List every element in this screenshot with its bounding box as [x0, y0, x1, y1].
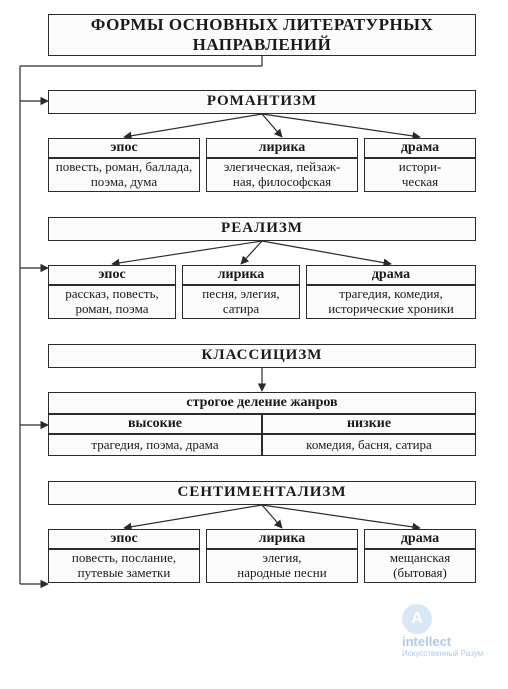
genre-header-sen-epos: эпос: [48, 529, 200, 549]
genre-body-rom-epos: повесть, роман, баллада, поэма, дума: [48, 158, 200, 192]
genre-header-rom-drama: драма: [364, 138, 476, 158]
section-heading-realizm: РЕАЛИЗМ: [48, 217, 476, 241]
genre-body-rea-lirika: песня, элегия, сатира: [182, 285, 300, 319]
split-body-kla-nizkie: комедия, басня, сатира: [262, 434, 476, 456]
genre-body-sen-drama: мещанская (бытовая): [364, 549, 476, 583]
split-body-kla-vysokie: трагедия, поэма, драма: [48, 434, 262, 456]
split-header-kla-nizkie: низкие: [262, 414, 476, 434]
genre-body-rom-drama: истори- ческая: [364, 158, 476, 192]
genre-header-sen-drama: драма: [364, 529, 476, 549]
genre-body-sen-epos: повесть, послание, путевые заметки: [48, 549, 200, 583]
genre-header-rom-lirika: лирика: [206, 138, 358, 158]
section-heading-klassicizm: КЛАССИЦИЗМ: [48, 344, 476, 368]
diagram-title: ФОРМЫ ОСНОВНЫХ ЛИТЕРАТУРНЫХ НАПРАВЛЕНИЙ: [48, 14, 476, 56]
split-header-kla-vysokie: высокие: [48, 414, 262, 434]
genre-header-sen-lirika: лирика: [206, 529, 358, 549]
genre-header-rom-epos: эпос: [48, 138, 200, 158]
genre-header-rea-epos: эпос: [48, 265, 176, 285]
section-heading-sentimentalizm: СЕНТИМЕНТАЛИЗМ: [48, 481, 476, 505]
genre-header-rea-drama: драма: [306, 265, 476, 285]
strict-division-label: строгое деление жанров: [48, 392, 476, 414]
genre-body-rea-epos: рассказ, повесть, роман, поэма: [48, 285, 176, 319]
genre-body-sen-lirika: элегия, народные песни: [206, 549, 358, 583]
genre-body-rom-lirika: элегическая, пейзаж- ная, философская: [206, 158, 358, 192]
genre-header-rea-lirika: лирика: [182, 265, 300, 285]
genre-body-rea-drama: трагедия, комедия, исторические хроники: [306, 285, 476, 319]
section-heading-romantizm: РОМАНТИЗМ: [48, 90, 476, 114]
